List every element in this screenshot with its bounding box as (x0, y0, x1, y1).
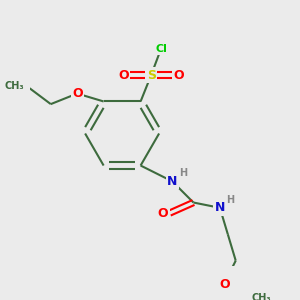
Text: S: S (147, 68, 156, 82)
Text: O: O (118, 68, 129, 82)
Text: Cl: Cl (156, 44, 168, 54)
Text: H: H (179, 169, 187, 178)
Text: O: O (72, 87, 83, 100)
Text: N: N (215, 201, 225, 214)
Text: N: N (167, 175, 178, 188)
Text: O: O (220, 278, 230, 291)
Text: O: O (158, 207, 168, 220)
Text: CH₃: CH₃ (252, 292, 271, 300)
Text: CH₃: CH₃ (5, 81, 24, 91)
Text: H: H (226, 195, 235, 205)
Text: O: O (174, 68, 184, 82)
